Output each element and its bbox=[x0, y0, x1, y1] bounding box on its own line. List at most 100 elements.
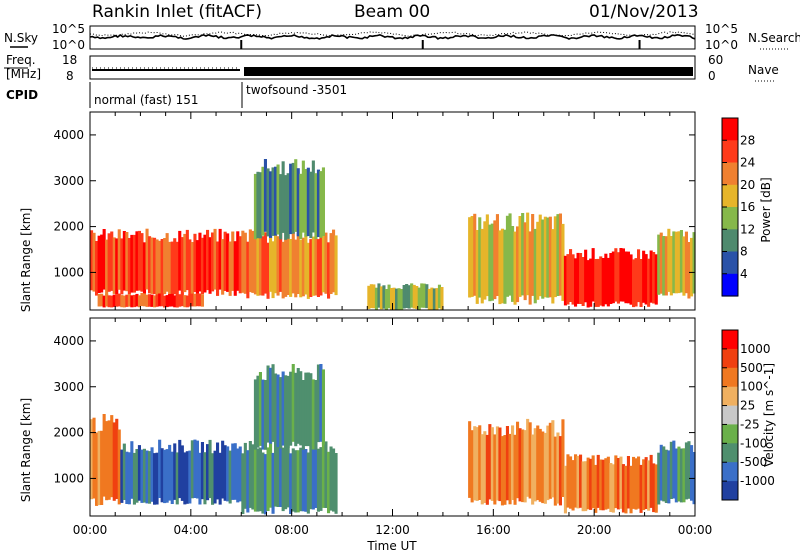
heatmap-cell bbox=[137, 230, 141, 291]
heatmap-cell bbox=[662, 446, 666, 502]
heatmap-cell bbox=[102, 229, 106, 290]
heatmap-cell bbox=[551, 229, 555, 304]
heatmap-cell bbox=[574, 258, 578, 307]
heatmap-cell bbox=[148, 294, 152, 307]
heatmap-cell bbox=[647, 460, 651, 511]
heatmap-cell bbox=[198, 232, 202, 292]
heatmap-cell bbox=[107, 420, 111, 500]
heatmap-cell bbox=[606, 456, 610, 509]
heatmap-cell bbox=[188, 239, 192, 295]
noise-left-tick-bottom: 10^0 bbox=[52, 38, 85, 52]
heatmap-cell bbox=[241, 453, 245, 514]
heatmap-cell bbox=[311, 379, 315, 450]
heatmap-cell bbox=[218, 452, 222, 505]
heatmap-cell bbox=[102, 295, 106, 308]
heatmap-cell bbox=[165, 449, 169, 503]
heatmap-cell bbox=[286, 440, 290, 508]
y-tick-label: 2000 bbox=[53, 220, 84, 234]
heatmap-cell bbox=[397, 288, 401, 310]
heatmap-cell bbox=[125, 294, 129, 307]
heatmap-cell bbox=[609, 253, 613, 304]
heatmap-cell bbox=[677, 231, 681, 294]
heatmap-cell bbox=[140, 449, 144, 503]
heatmap-cell bbox=[281, 241, 285, 299]
heatmap-cell bbox=[672, 231, 676, 294]
noise-right-tick-bottom: 10^0 bbox=[705, 38, 738, 52]
heatmap-cell bbox=[251, 230, 255, 293]
heatmap-cell bbox=[206, 444, 210, 501]
cpid-segment-normal: normal (fast) 151 bbox=[94, 93, 198, 107]
heatmap-cell bbox=[629, 254, 633, 305]
heatmap-cell bbox=[170, 293, 174, 307]
heatmap-cell bbox=[95, 241, 99, 296]
heatmap-cell bbox=[180, 293, 184, 307]
heatmap-cell bbox=[440, 287, 444, 310]
heatmap-cell bbox=[427, 288, 431, 310]
heatmap-cell bbox=[369, 284, 373, 309]
heatmap-cell bbox=[175, 295, 179, 308]
heatmap-cell bbox=[289, 163, 293, 235]
heatmap-cell bbox=[306, 372, 310, 447]
heatmap-cell bbox=[158, 439, 162, 498]
heatmap-cell bbox=[306, 452, 310, 514]
heatmap-cell bbox=[500, 436, 504, 506]
colorbar-swatch bbox=[722, 162, 738, 186]
heatmap-cell bbox=[213, 228, 217, 290]
heatmap-cell bbox=[195, 240, 199, 296]
heatmap-cell bbox=[558, 436, 562, 506]
heatmap-cell bbox=[584, 461, 588, 512]
heatmap-cell bbox=[97, 430, 101, 506]
heatmap-cell bbox=[198, 452, 202, 505]
heatmap-cell bbox=[112, 294, 116, 307]
heatmap-cell bbox=[574, 454, 578, 508]
heatmap-cell bbox=[284, 175, 288, 240]
heatmap-cell bbox=[626, 251, 630, 304]
velocity-x-axis: 00:00 04:00 08:00 12:00 16:00 20:00 00:00 bbox=[73, 318, 712, 537]
heatmap-cell bbox=[97, 235, 101, 293]
heatmap-cell bbox=[468, 217, 472, 298]
heatmap-cell bbox=[226, 233, 230, 292]
heatmap-cell bbox=[155, 294, 159, 307]
heatmap-cell bbox=[170, 241, 174, 296]
heatmap-cell bbox=[173, 443, 177, 500]
heatmap-cell bbox=[420, 283, 424, 308]
heatmap-cell bbox=[569, 456, 573, 509]
heatmap-cell bbox=[306, 242, 310, 299]
heatmap-cell bbox=[316, 169, 320, 237]
heatmap-cell bbox=[432, 288, 436, 310]
colorbar-swatch bbox=[722, 348, 738, 369]
heatmap-cell bbox=[266, 242, 270, 299]
noise-left-tick-top: 10^5 bbox=[52, 22, 85, 36]
heatmap-cell bbox=[163, 449, 167, 504]
heatmap-cell bbox=[263, 454, 267, 515]
heatmap-cell bbox=[183, 452, 187, 505]
heatmap-cell bbox=[289, 453, 293, 514]
heatmap-cell bbox=[473, 426, 477, 501]
heatmap-cell bbox=[367, 285, 371, 309]
freq-tick-bottom: 8 bbox=[66, 69, 74, 83]
heatmap-cell bbox=[546, 217, 550, 298]
heatmap-cell bbox=[112, 237, 116, 294]
heatmap-cell bbox=[203, 234, 207, 293]
freq-label-line1: Freq. bbox=[6, 53, 36, 67]
colorbar-swatch bbox=[722, 367, 738, 388]
heatmap-cell bbox=[390, 288, 394, 310]
heatmap-cell bbox=[616, 458, 620, 510]
heatmap-cell bbox=[488, 224, 492, 302]
heatmap-cell bbox=[400, 289, 404, 310]
heatmap-cell bbox=[223, 231, 227, 291]
heatmap-cell bbox=[122, 443, 126, 500]
heatmap-cell bbox=[281, 161, 285, 233]
heatmap-cell bbox=[125, 451, 129, 504]
heatmap-cell bbox=[624, 465, 628, 514]
heatmap-cell bbox=[647, 258, 651, 307]
heatmap-cell bbox=[274, 438, 278, 507]
heatmap-cell bbox=[551, 420, 555, 498]
heatmap-cell bbox=[667, 450, 671, 504]
heatmap-cell bbox=[200, 237, 204, 295]
heatmap-cell bbox=[395, 288, 399, 310]
heatmap-cell bbox=[190, 293, 194, 307]
heatmap-cell bbox=[263, 159, 267, 232]
heatmap-cell bbox=[175, 241, 179, 297]
heatmap-cell bbox=[548, 216, 552, 298]
